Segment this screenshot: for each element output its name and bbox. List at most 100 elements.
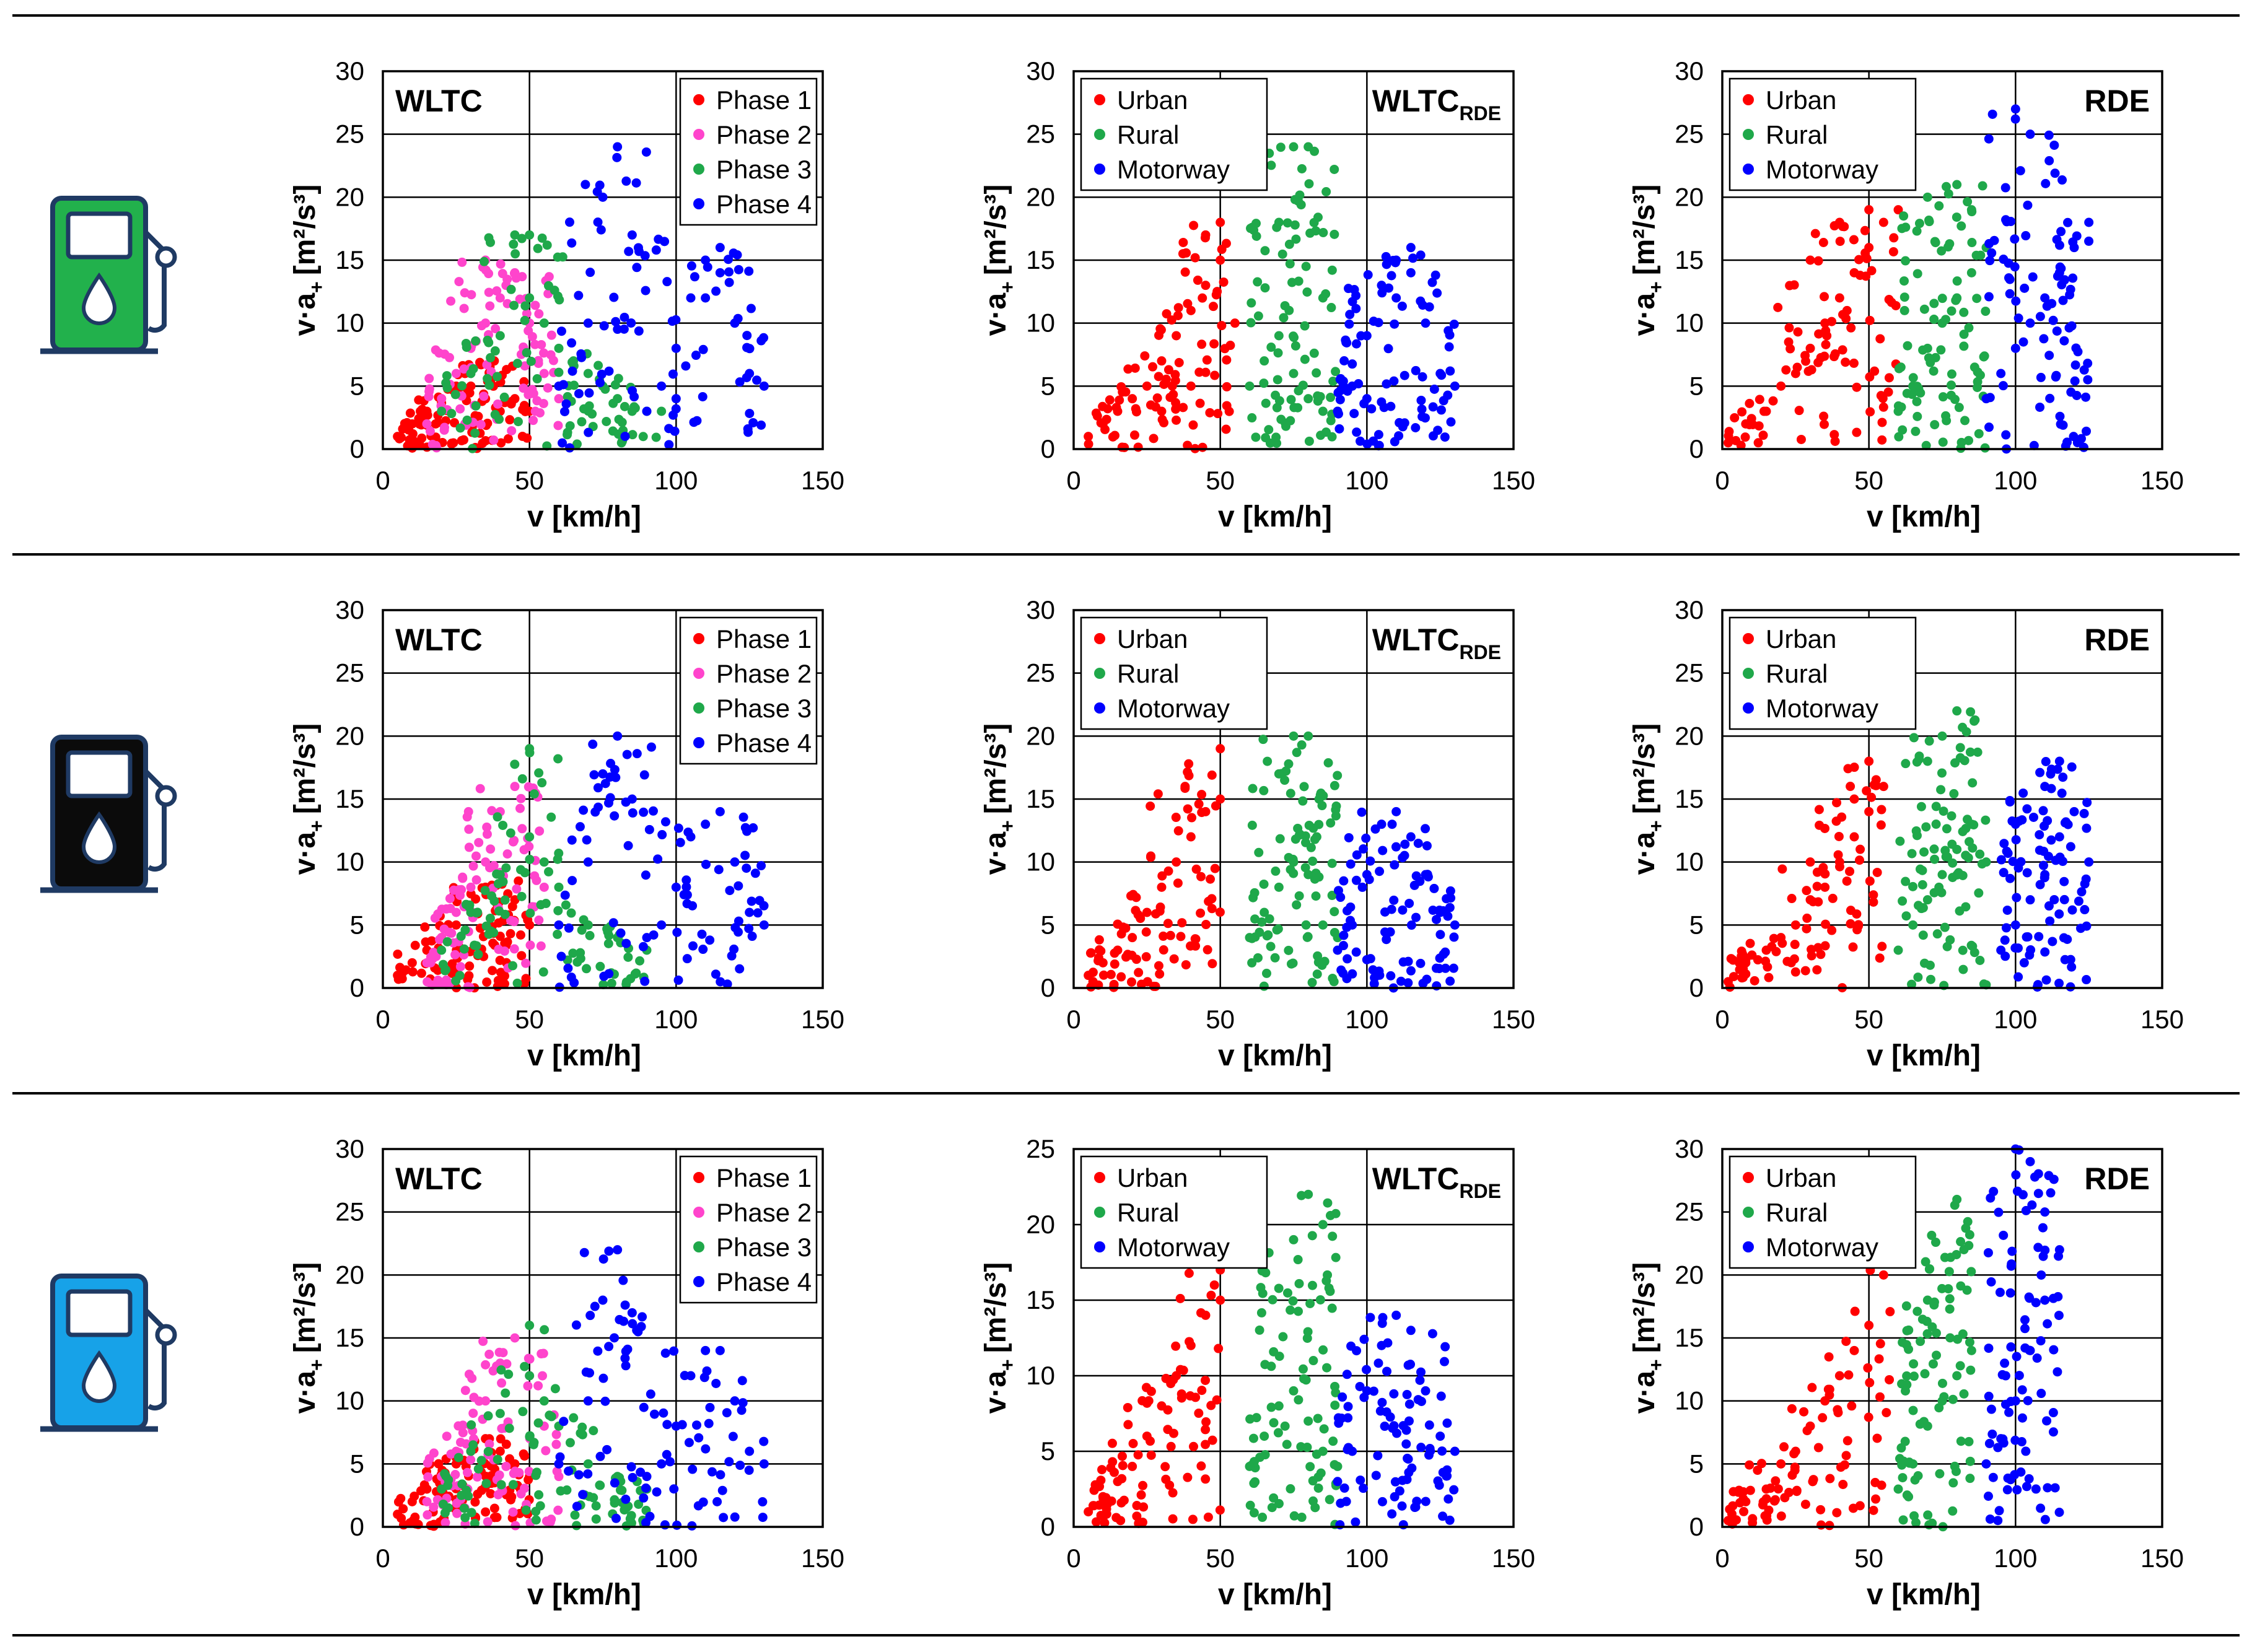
scatter-point — [1286, 395, 1296, 404]
y-tick-label: 0 — [1041, 434, 1055, 463]
scatter-point — [1345, 310, 1355, 320]
y-tick-label: 5 — [350, 371, 364, 400]
scatter-point — [1191, 864, 1201, 874]
scatter-point — [2038, 806, 2048, 816]
scatter-point — [759, 920, 769, 930]
scatter-point — [688, 1464, 698, 1474]
scatter-point — [462, 415, 472, 425]
scatter-point — [583, 1396, 593, 1406]
y-tick-label: 5 — [350, 1449, 364, 1478]
scatter-point — [610, 811, 620, 821]
scatter-point — [470, 428, 480, 438]
scatter-point — [581, 1367, 591, 1377]
x-tick-label: 0 — [375, 466, 390, 495]
scatter-point — [1813, 1443, 1823, 1453]
scatter-point — [1178, 403, 1188, 413]
scatter-point — [2071, 343, 2081, 353]
scatter-point — [1274, 1352, 1284, 1361]
scatter-point — [1422, 974, 1432, 984]
scatter-point — [1398, 905, 1408, 915]
scatter-point — [659, 1408, 668, 1418]
scatter-point — [496, 1480, 506, 1490]
scatter-point — [2002, 846, 2012, 856]
scatter-point — [737, 1376, 747, 1386]
scatter-point — [577, 417, 587, 427]
scatter-point — [1254, 847, 1264, 857]
scatter-point — [1400, 839, 1410, 849]
scatter-point — [1898, 1515, 1908, 1525]
scatter-point — [1171, 404, 1181, 414]
scatter-point — [1753, 1466, 1763, 1475]
scatter-point — [520, 1361, 530, 1371]
scatter-point — [1191, 1392, 1201, 1402]
scatter-point — [1260, 356, 1269, 366]
scatter-point — [737, 1405, 747, 1415]
scatter-point — [1346, 859, 1356, 869]
scatter-point — [1899, 292, 1909, 302]
scatter-point — [1816, 950, 1826, 959]
scatter-point — [458, 1420, 468, 1430]
scatter-point — [527, 385, 537, 395]
scatter-point — [2067, 762, 2077, 772]
scatter-point — [759, 1459, 769, 1469]
scatter-point — [1888, 247, 1898, 256]
scatter-point — [1132, 1501, 1142, 1511]
scatter-point — [1318, 228, 1328, 238]
scatter-point — [471, 336, 481, 346]
scatter-point — [583, 920, 593, 930]
x-tick-label: 150 — [1492, 1544, 1535, 1573]
scatter-point — [745, 907, 755, 917]
scatter-point — [1160, 1462, 1170, 1472]
scatter-point — [484, 287, 494, 297]
scatter-point — [1251, 219, 1261, 229]
scatter-point — [467, 1420, 476, 1430]
scatter-point — [1974, 888, 1984, 898]
scatter-point — [1996, 945, 2006, 955]
scatter-point — [1282, 1288, 1292, 1298]
scatter-point — [483, 1411, 493, 1421]
scatter-point — [1362, 394, 1372, 404]
scatter-point — [1877, 805, 1886, 815]
scatter-point — [457, 381, 467, 391]
legend-label: Phase 4 — [716, 190, 812, 219]
scatter-point — [1247, 820, 1257, 830]
scatter-point — [1258, 735, 1268, 745]
scatter-point — [407, 1497, 417, 1506]
scatter-point — [1922, 1421, 1932, 1431]
scatter-point — [1936, 345, 1946, 355]
scatter-point — [1404, 898, 1414, 908]
scatter-point — [447, 439, 457, 449]
scatter-point — [641, 1518, 651, 1527]
scatter-point — [1341, 1497, 1351, 1506]
scatter-point — [474, 837, 484, 847]
scatter-point — [644, 824, 654, 834]
legend-marker — [1094, 164, 1105, 175]
scatter-point — [538, 1371, 548, 1381]
plot-frame — [1072, 1148, 1515, 1528]
scatter-point — [1203, 945, 1212, 955]
scatter-point — [525, 832, 535, 842]
scatter-point — [1924, 736, 1934, 746]
scatter-point — [565, 443, 575, 453]
scatter-point — [484, 269, 494, 279]
scatter-point — [1440, 432, 1450, 442]
scatter-point — [1406, 966, 1416, 976]
scatter-point — [1849, 235, 1859, 245]
scatter-point — [1403, 956, 1413, 966]
scatter-point — [520, 301, 530, 311]
scatter-point — [1271, 866, 1281, 876]
scatter-point — [484, 338, 494, 347]
scatter-point — [1328, 377, 1338, 387]
scatter-point — [1277, 249, 1287, 259]
scatter-point — [1209, 339, 1219, 349]
scatter-point — [582, 835, 592, 845]
scatter-point — [2052, 235, 2062, 245]
scatter-point — [613, 1245, 623, 1255]
scatter-point — [756, 420, 766, 430]
scatter-point — [466, 369, 476, 378]
scatter-point — [1965, 1337, 1974, 1347]
scatter-point — [1318, 1220, 1328, 1230]
scatter-point — [2035, 312, 2045, 321]
